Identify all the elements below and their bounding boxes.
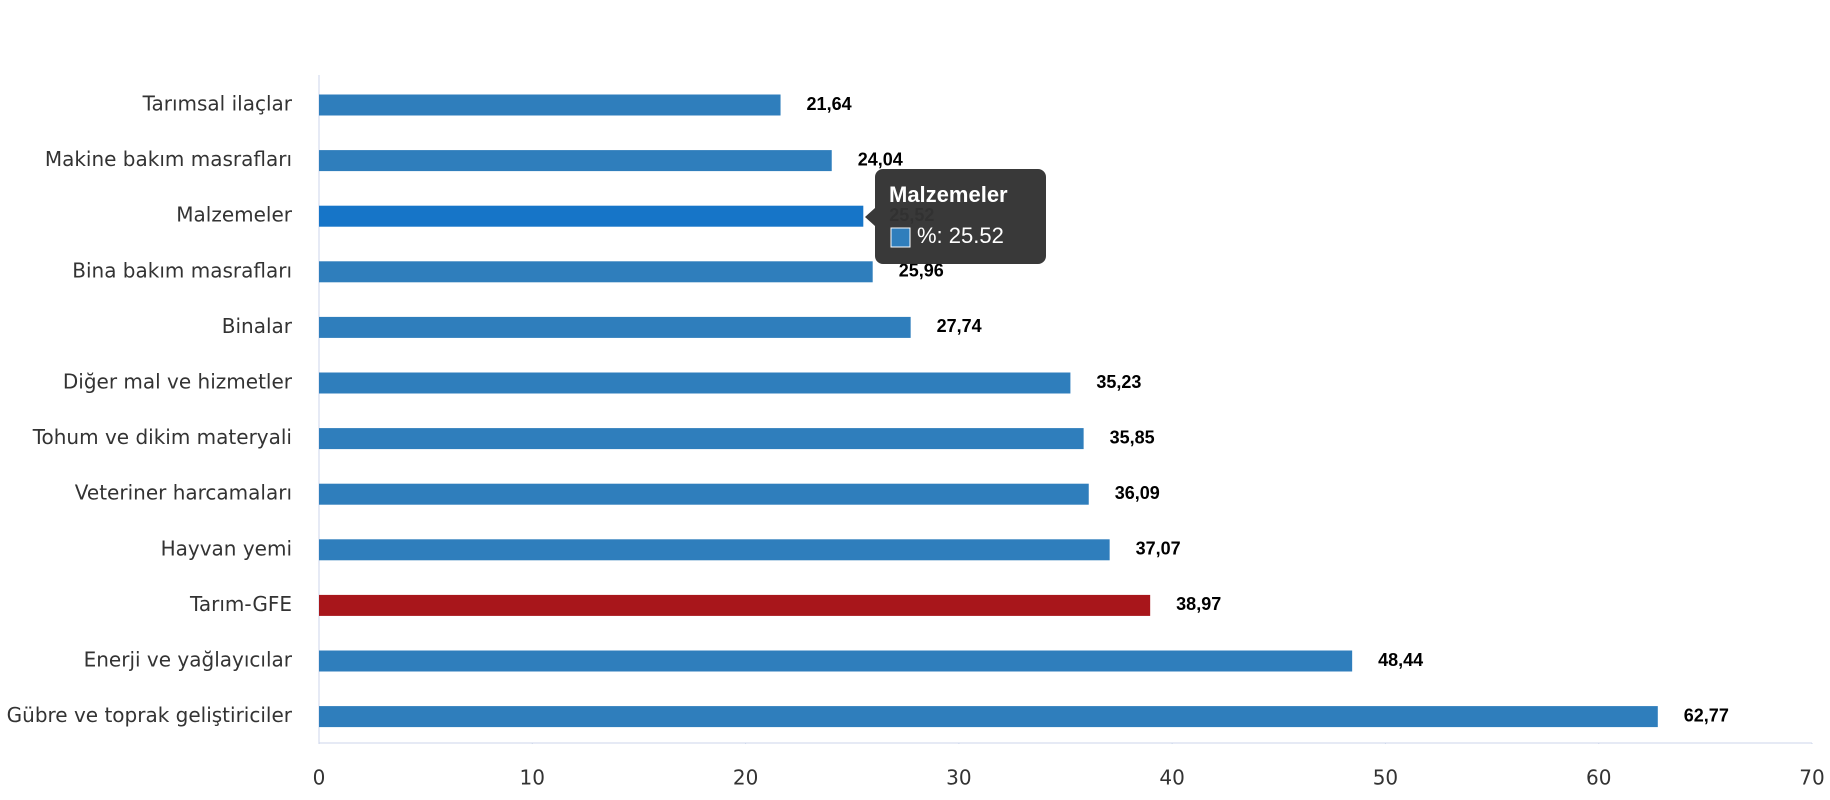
value-label: 27,74 xyxy=(937,316,982,336)
bar xyxy=(319,205,864,227)
category-label: Diğer mal ve hizmetler xyxy=(63,370,293,394)
category-label: Malzemeler xyxy=(176,203,293,227)
x-tick-label: 70 xyxy=(1799,766,1824,790)
bar xyxy=(319,316,911,338)
value-label: 25,96 xyxy=(899,261,944,281)
x-tick-label: 20 xyxy=(733,766,758,790)
tooltip-swatch xyxy=(890,227,911,248)
category-label: Enerji ve yağlayıcılar xyxy=(84,648,293,672)
bar xyxy=(319,706,1658,728)
bar xyxy=(319,372,1071,394)
category-label: Hayvan yemi xyxy=(161,536,292,560)
category-label: Veteriner harcamaları xyxy=(75,481,292,505)
category-label: Tarımsal ilaçlar xyxy=(142,92,293,116)
bar xyxy=(319,594,1151,616)
tooltip-text: %: 25.52 xyxy=(917,223,1004,248)
bar xyxy=(319,94,781,116)
value-label: 37,07 xyxy=(1136,539,1181,559)
category-label: Tarım-GFE xyxy=(189,592,292,616)
bar xyxy=(319,483,1089,505)
category-label: Binalar xyxy=(222,314,293,338)
bar xyxy=(319,428,1084,450)
x-tick-label: 40 xyxy=(1159,766,1184,790)
x-tick-label: 60 xyxy=(1586,766,1611,790)
value-label: 36,09 xyxy=(1115,483,1160,503)
value-label: 48,44 xyxy=(1378,650,1423,670)
bar xyxy=(319,650,1353,672)
x-tick-label: 0 xyxy=(313,766,326,790)
category-label: Tohum ve dikim materyali xyxy=(32,425,292,449)
value-label: 24,04 xyxy=(858,149,903,169)
bar xyxy=(319,150,832,172)
value-label: 62,77 xyxy=(1684,705,1729,725)
value-label: 35,85 xyxy=(1110,427,1155,447)
value-label: 21,64 xyxy=(807,94,852,114)
bar xyxy=(319,261,873,283)
x-tick-label: 30 xyxy=(946,766,971,790)
x-tick-label: 10 xyxy=(520,766,545,790)
tooltip: Malzemeler %: 25.52 xyxy=(865,169,1046,264)
bar xyxy=(319,539,1110,561)
category-label: Makine bakım masrafları xyxy=(45,147,292,171)
category-label: Bina bakım masrafları xyxy=(72,258,292,282)
value-label: 35,23 xyxy=(1096,372,1141,392)
x-tick-label: 50 xyxy=(1373,766,1398,790)
category-label: Gübre ve toprak geliştiriciler xyxy=(7,703,293,727)
tooltip-title: Malzemeler xyxy=(889,182,1008,207)
value-label: 38,97 xyxy=(1176,594,1221,614)
plot: 0 10 20 30 40 50 60 70 Tarımsal ilaçlar 21,64 Maki… xyxy=(7,92,1825,790)
